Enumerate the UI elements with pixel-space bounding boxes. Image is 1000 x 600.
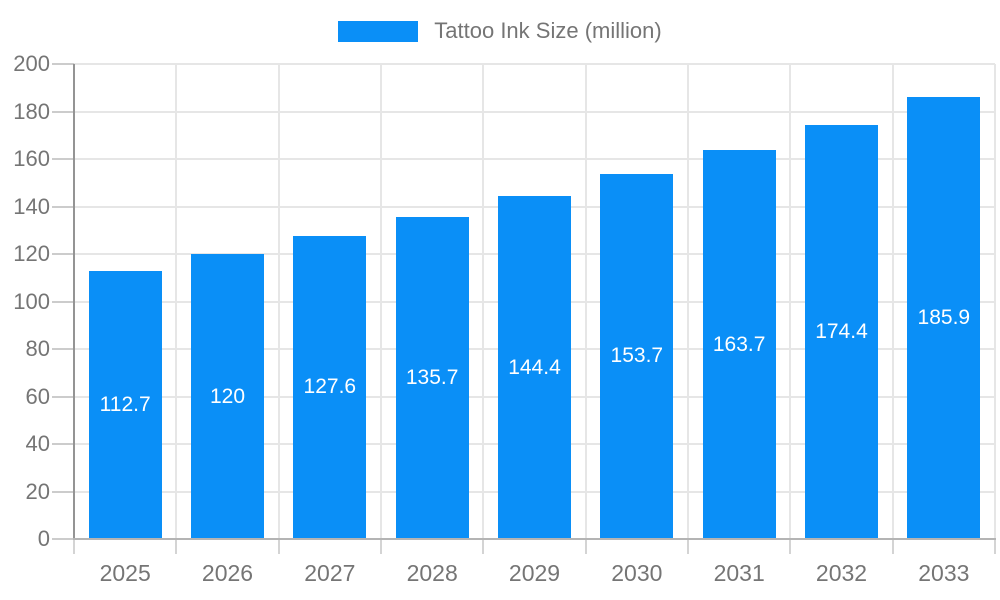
y-axis-label: 140 bbox=[13, 193, 50, 219]
y-tick bbox=[52, 253, 74, 255]
x-gridline bbox=[687, 64, 689, 539]
bar-value-label: 127.6 bbox=[303, 375, 357, 399]
y-tick bbox=[52, 205, 74, 208]
y-tick bbox=[52, 348, 74, 350]
x-gridline bbox=[789, 64, 792, 539]
y-axis-label: 180 bbox=[13, 98, 50, 124]
y-axis-label: 0 bbox=[37, 526, 50, 551]
y-gridline bbox=[74, 110, 995, 113]
x-gridline bbox=[994, 64, 996, 539]
bar-2029[interactable] bbox=[498, 196, 571, 539]
bar-value-label: 153.7 bbox=[610, 344, 664, 368]
y-axis-label: 60 bbox=[25, 383, 50, 409]
y-axis-label: 160 bbox=[13, 146, 50, 171]
x-gridline bbox=[482, 64, 485, 539]
y-tick bbox=[52, 443, 74, 445]
x-axis-label: 2029 bbox=[508, 560, 561, 586]
x-axis-line bbox=[73, 538, 996, 540]
y-axis-line bbox=[73, 64, 75, 539]
legend[interactable]: Tattoo Ink Size (million) bbox=[0, 20, 1000, 42]
bar-value-label: 163.7 bbox=[712, 332, 766, 356]
bar-value-label: 120 bbox=[209, 384, 246, 408]
x-tick bbox=[584, 539, 587, 554]
y-tick bbox=[52, 158, 74, 160]
bar-value-label: 112.7 bbox=[99, 393, 151, 417]
y-tick bbox=[52, 300, 74, 303]
x-tick bbox=[687, 539, 689, 554]
x-tick bbox=[380, 539, 382, 554]
bar-value-label: 185.9 bbox=[917, 306, 971, 330]
x-gridline bbox=[175, 64, 178, 539]
y-gridline bbox=[74, 63, 995, 65]
y-tick bbox=[52, 110, 74, 113]
bar-2032[interactable] bbox=[805, 124, 878, 539]
x-axis-label: 2027 bbox=[304, 560, 356, 586]
y-axis-label: 80 bbox=[25, 336, 50, 361]
bar-2030[interactable] bbox=[600, 173, 674, 539]
bar-2031[interactable] bbox=[702, 150, 776, 539]
x-tick bbox=[891, 539, 894, 554]
x-tick bbox=[175, 539, 178, 554]
bar-2027[interactable] bbox=[293, 235, 367, 539]
x-axis-label: 2031 bbox=[713, 560, 765, 586]
bar-value-label: 174.4 bbox=[815, 319, 868, 343]
bar-2025[interactable] bbox=[88, 271, 162, 539]
y-tick bbox=[52, 490, 74, 493]
x-tick bbox=[73, 539, 75, 554]
y-axis-label: 20 bbox=[25, 478, 50, 504]
bar-value-label: 135.7 bbox=[405, 365, 459, 389]
x-gridline bbox=[277, 64, 280, 539]
x-axis-label: 2030 bbox=[611, 560, 663, 586]
legend-swatch bbox=[338, 20, 419, 42]
y-gridline bbox=[74, 158, 995, 160]
x-tick bbox=[789, 539, 792, 554]
x-gridline bbox=[380, 64, 382, 539]
y-axis-label: 200 bbox=[13, 51, 50, 76]
x-axis-label: 2025 bbox=[99, 560, 151, 586]
x-tick bbox=[482, 539, 485, 554]
y-axis-label: 40 bbox=[25, 431, 50, 456]
x-gridline bbox=[584, 64, 587, 539]
x-axis-label: 2026 bbox=[201, 560, 254, 586]
bar-2028[interactable] bbox=[395, 216, 469, 539]
x-gridline bbox=[891, 64, 894, 539]
bar-2033[interactable] bbox=[907, 97, 981, 539]
x-axis-label: 2032 bbox=[815, 560, 868, 586]
x-axis-label: 2033 bbox=[918, 560, 970, 586]
y-tick bbox=[52, 395, 74, 398]
y-axis-label: 120 bbox=[13, 241, 50, 266]
y-tick bbox=[52, 538, 74, 540]
legend-label: Tattoo Ink Size (million) bbox=[434, 18, 662, 43]
x-tick bbox=[994, 539, 996, 554]
bar-2026[interactable] bbox=[191, 254, 264, 539]
y-axis-label: 100 bbox=[13, 288, 50, 314]
bar-value-label: 144.4 bbox=[508, 355, 561, 379]
x-axis-label: 2028 bbox=[406, 560, 458, 586]
y-tick bbox=[52, 63, 74, 65]
x-tick bbox=[277, 539, 280, 554]
